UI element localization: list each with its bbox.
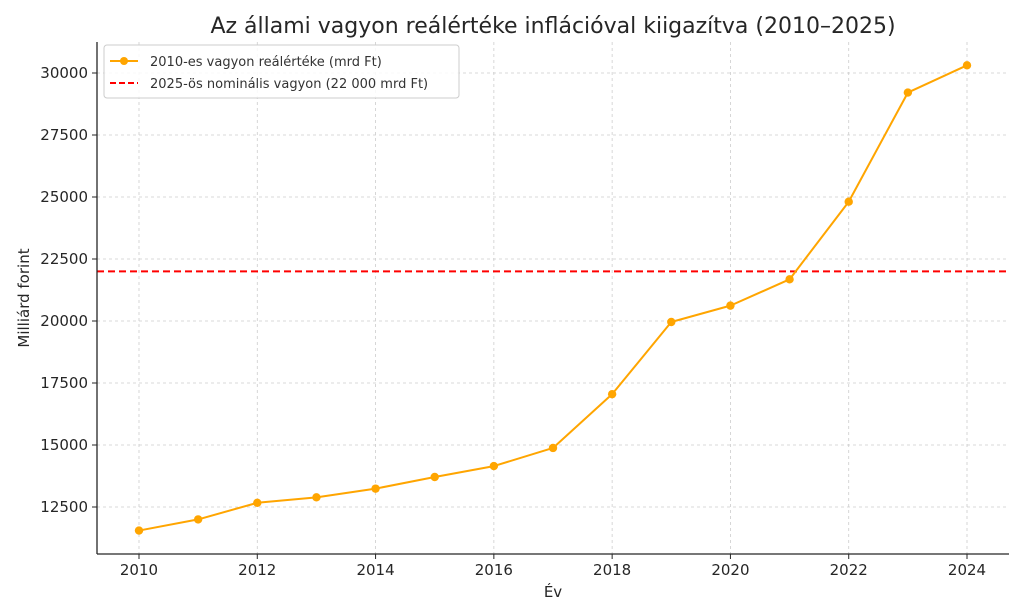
y-tick-label: 15000 (40, 436, 88, 454)
x-tick-label: 2010 (120, 561, 158, 579)
x-tick-label: 2020 (711, 561, 749, 579)
x-tick-label: 2016 (475, 561, 513, 579)
legend-label-reference: 2025-ös nominális vagyon (22 000 mrd Ft) (150, 77, 428, 92)
x-tick-label: 2022 (830, 561, 868, 579)
y-tick-label: 27500 (40, 126, 88, 144)
data-point (844, 197, 853, 206)
legend-label-series: 2010-es vagyon reálértéke (mrd Ft) (150, 55, 382, 70)
y-tick-label: 12500 (40, 498, 88, 516)
data-point (548, 443, 558, 453)
x-tick-label: 2018 (593, 561, 631, 579)
y-tick-label: 22500 (40, 250, 88, 268)
axes (96, 42, 1009, 555)
legend-box (103, 44, 460, 99)
y-axis-label: Milliárd forint (15, 248, 33, 347)
grid (97, 42, 1009, 554)
x-tick-label: 2014 (356, 561, 394, 579)
data-point (607, 389, 617, 399)
y-tick-label: 20000 (40, 312, 88, 330)
legend: 2010-es vagyon reálértéke (mrd Ft) 2025-… (103, 44, 460, 99)
data-point (903, 88, 913, 97)
data-point (430, 472, 439, 482)
y-tick-label: 30000 (40, 64, 88, 82)
data-point (312, 493, 321, 502)
data-point (193, 515, 203, 524)
data-point (726, 301, 735, 310)
data-point (371, 484, 380, 493)
x-tick-label: 2024 (948, 561, 986, 579)
data-point (134, 526, 144, 535)
data-point (489, 461, 499, 471)
data-point (785, 275, 794, 284)
data-point (962, 61, 972, 70)
y-tick-label: 25000 (40, 188, 88, 206)
x-ticks: 2010 2012 2014 2016 2018 2020 2022 2024 (120, 554, 986, 579)
y-tick-label: 17500 (40, 374, 88, 392)
chart-title: Az állami vagyon reálértéke inflációval … (210, 14, 895, 39)
data-point (253, 498, 262, 507)
x-tick-label: 2012 (238, 561, 276, 579)
y-ticks: 12500 15000 17500 20000 22500 25000 27500 30000 (40, 64, 97, 516)
legend-marker-icon (120, 57, 128, 65)
x-axis-label: Év (544, 582, 562, 601)
data-point (667, 317, 676, 327)
series-lines (134, 61, 972, 535)
